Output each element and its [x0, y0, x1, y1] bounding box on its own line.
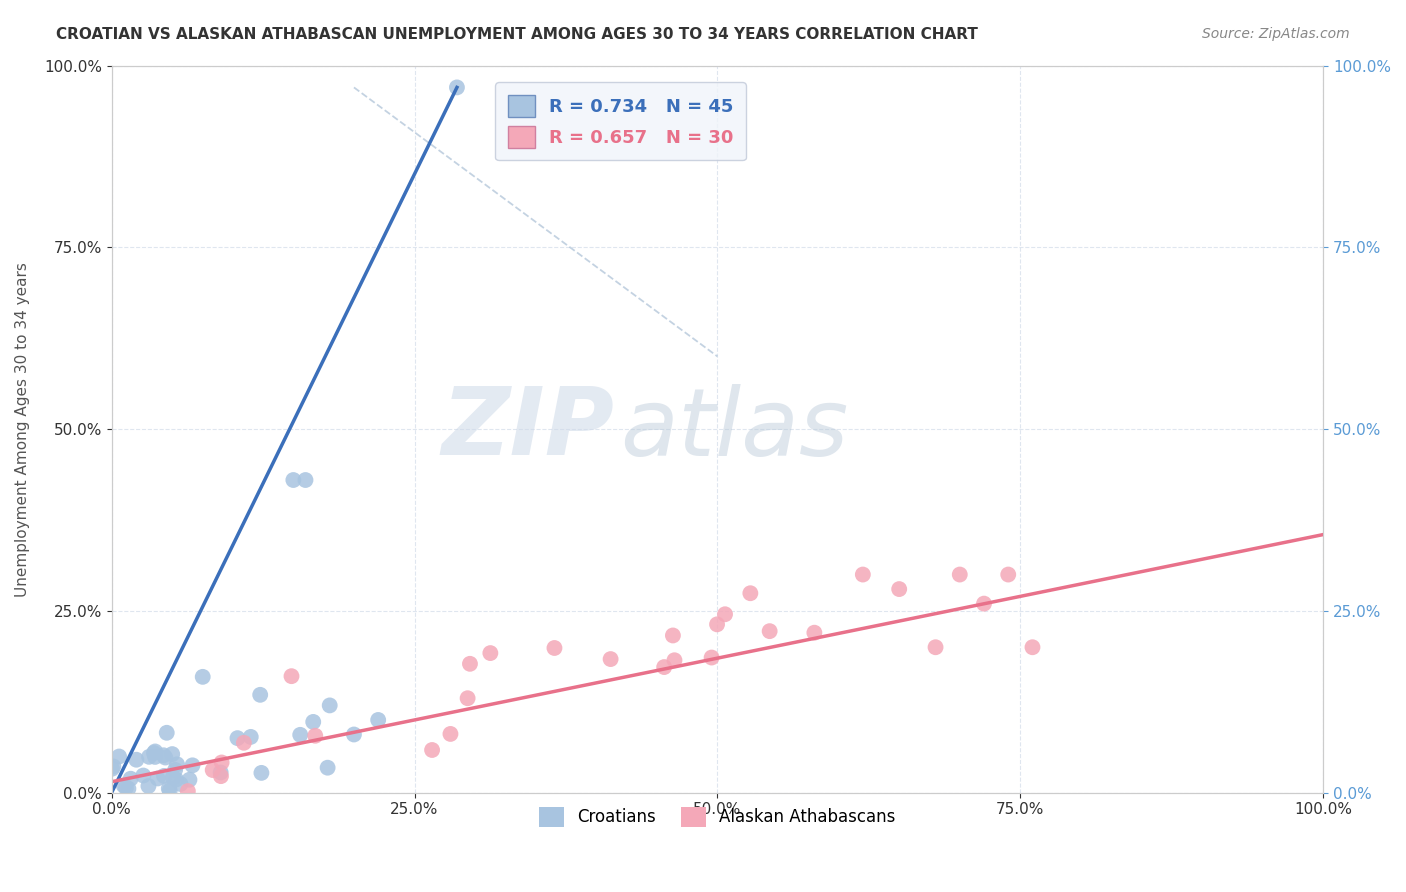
Point	[152, 748, 174, 763]
Point	[316, 761, 339, 775]
Point	[160, 747, 183, 761]
Point	[191, 670, 214, 684]
Point	[700, 650, 723, 665]
Point	[143, 744, 166, 758]
Point	[146, 772, 169, 786]
Point	[165, 763, 187, 777]
Point	[155, 750, 177, 764]
Point	[165, 772, 187, 787]
Point	[153, 769, 176, 783]
Point	[319, 698, 342, 713]
Point	[162, 770, 184, 784]
Point	[250, 765, 273, 780]
Point	[169, 777, 191, 791]
Point	[112, 779, 135, 793]
Point	[103, 759, 125, 773]
Point	[157, 781, 180, 796]
Point	[138, 749, 160, 764]
Point	[115, 780, 138, 795]
Point	[367, 713, 389, 727]
Point	[889, 582, 911, 596]
Point	[181, 758, 204, 772]
Point	[101, 762, 124, 776]
Text: atlas: atlas	[620, 384, 849, 475]
Point	[143, 750, 166, 764]
Point	[924, 640, 946, 655]
Point	[232, 736, 254, 750]
Point	[294, 473, 316, 487]
Point	[343, 727, 366, 741]
Point	[662, 628, 685, 642]
Point	[803, 625, 825, 640]
Point	[211, 756, 233, 770]
Y-axis label: Unemployment Among Ages 30 to 34 years: Unemployment Among Ages 30 to 34 years	[15, 261, 30, 597]
Point	[290, 728, 312, 742]
Point	[664, 653, 686, 667]
Point	[117, 781, 139, 796]
Point	[226, 731, 249, 746]
Text: CROATIAN VS ALASKAN ATHABASCAN UNEMPLOYMENT AMONG AGES 30 TO 34 YEARS CORRELATIO: CROATIAN VS ALASKAN ATHABASCAN UNEMPLOYM…	[56, 27, 979, 42]
Point	[439, 727, 461, 741]
Point	[166, 757, 188, 772]
Point	[599, 652, 621, 666]
Point	[125, 753, 148, 767]
Point	[239, 730, 262, 744]
Text: ZIP: ZIP	[441, 384, 614, 475]
Point	[997, 567, 1019, 582]
Point	[479, 646, 502, 660]
Point	[280, 669, 302, 683]
Point	[458, 657, 481, 671]
Point	[120, 772, 142, 786]
Point	[159, 783, 181, 797]
Point	[138, 779, 160, 793]
Point	[758, 624, 780, 639]
Point	[179, 772, 201, 787]
Point	[420, 743, 443, 757]
Point	[706, 617, 728, 632]
Point	[446, 80, 468, 95]
Text: Source: ZipAtlas.com: Source: ZipAtlas.com	[1202, 27, 1350, 41]
Point	[714, 607, 737, 622]
Point	[142, 746, 165, 760]
Point	[973, 597, 995, 611]
Point	[543, 640, 565, 655]
Point	[209, 769, 232, 783]
Point	[177, 784, 200, 798]
Point	[457, 691, 479, 706]
Point	[201, 763, 224, 777]
Point	[740, 586, 762, 600]
Point	[132, 768, 155, 782]
Point	[302, 714, 325, 729]
Point	[852, 567, 875, 582]
Point	[108, 749, 131, 764]
Point	[249, 688, 271, 702]
Legend: Croatians, Alaskan Athabascans: Croatians, Alaskan Athabascans	[530, 798, 904, 835]
Point	[283, 473, 305, 487]
Point	[652, 660, 675, 674]
Point	[1021, 640, 1043, 655]
Point	[156, 726, 179, 740]
Point	[209, 765, 232, 780]
Point	[949, 567, 972, 582]
Point	[304, 729, 326, 743]
